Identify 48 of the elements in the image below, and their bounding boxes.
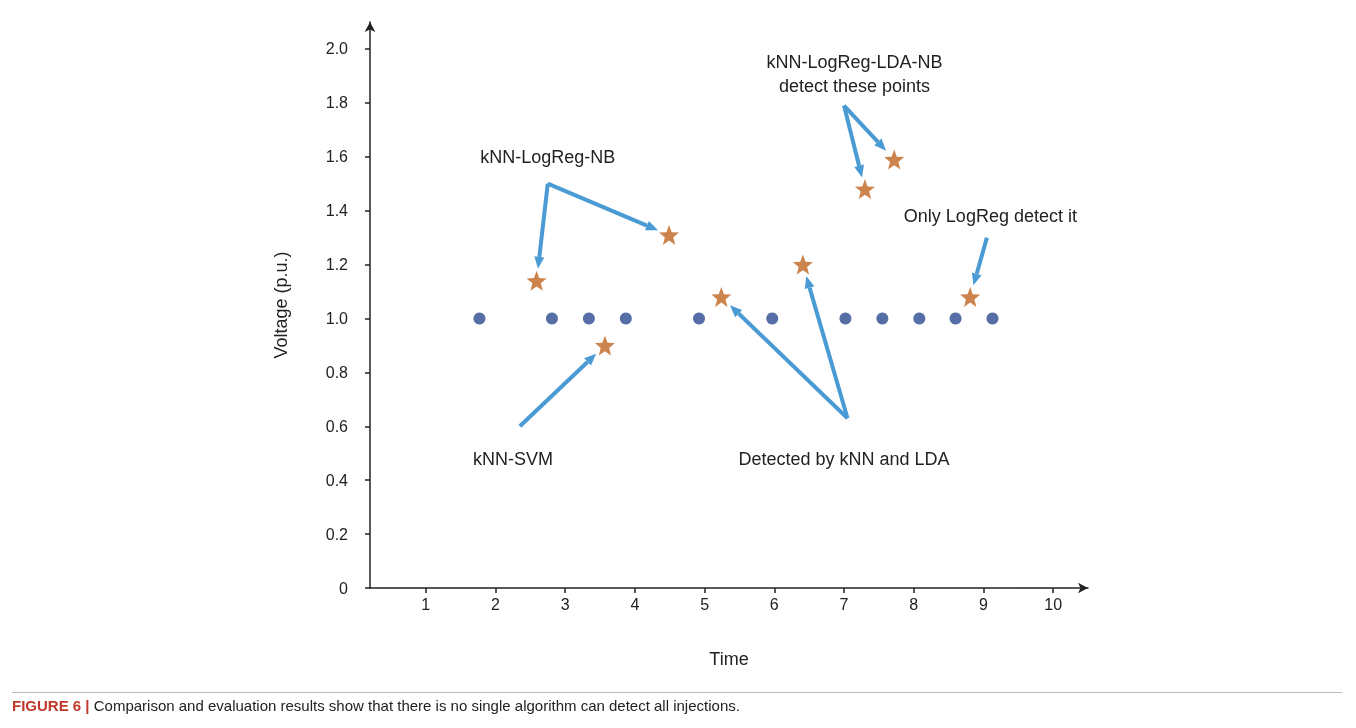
annotation: kNN-SVM [471, 447, 554, 471]
point [960, 286, 981, 307]
x-tick-label: 9 [978, 595, 988, 613]
point [693, 312, 706, 325]
point [526, 270, 547, 291]
point [545, 312, 558, 325]
x-tick-label: 6 [769, 595, 779, 613]
x-tick-label: 10 [1044, 595, 1063, 613]
point [876, 312, 889, 325]
point [884, 149, 905, 170]
y-axis-title: Voltage (p.u.) [271, 251, 291, 359]
point [792, 254, 813, 275]
point [766, 312, 779, 325]
y-tick-label: 0.8 [325, 363, 349, 381]
x-tick-label: 5 [700, 595, 710, 613]
y-tick-label: 0.2 [325, 525, 349, 543]
point [619, 312, 632, 325]
y-tick-label: 2.0 [325, 40, 349, 58]
point [839, 312, 852, 325]
y-tick-label: 1.6 [325, 148, 349, 166]
point [711, 286, 732, 307]
point [473, 312, 486, 325]
annotation: kNN-LogReg-LDA-NB detect these points [765, 51, 944, 99]
annotation: Detected by kNN and LDA [737, 447, 951, 471]
x-tick-label: 4 [630, 595, 640, 613]
annotation: Only LogReg detect it [902, 205, 1078, 229]
x-tick-label: 8 [909, 595, 919, 613]
y-tick-label: 1.8 [325, 94, 349, 112]
y-tick-label: 1.0 [325, 309, 349, 327]
x-tick-label: 1 [421, 595, 431, 613]
y-tick-label: 0.6 [325, 417, 349, 435]
point [986, 312, 999, 325]
x-tick-label: 7 [839, 595, 849, 613]
y-tick-label: 1.4 [325, 202, 349, 220]
point [659, 224, 680, 245]
point [594, 335, 615, 356]
caption: FIGURE 6 | Comparison and evaluation results show that there is no single algorithm can detect all injections. [12, 697, 740, 714]
x-tick-label: 3 [560, 595, 570, 613]
y-tick-label: 0 [339, 579, 349, 597]
y-tick-label: 0.4 [325, 471, 349, 489]
y-tick-label: 1.2 [325, 256, 349, 274]
point [913, 312, 926, 325]
x-axis-title: Time [709, 649, 749, 669]
point [854, 179, 875, 200]
annotation: kNN-LogReg-NB [479, 145, 617, 169]
x-tick-label: 2 [491, 595, 501, 613]
point [949, 312, 962, 325]
point [582, 312, 595, 325]
